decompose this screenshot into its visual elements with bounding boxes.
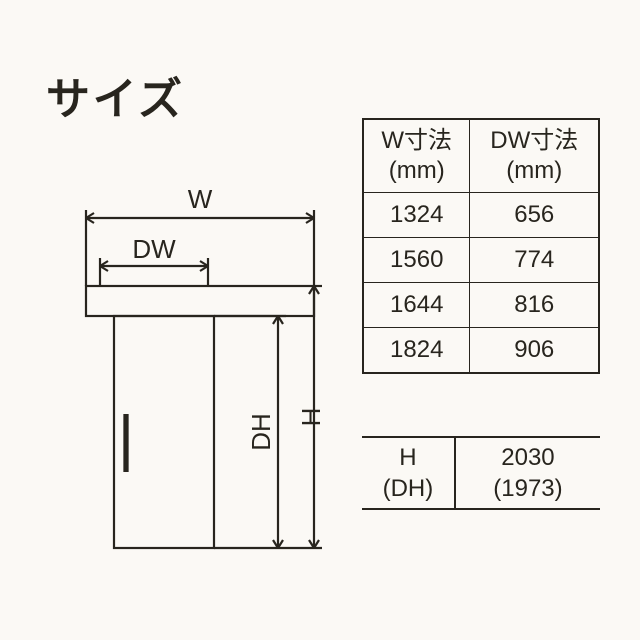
- cell-dw: 774: [470, 238, 599, 283]
- cell-h-label: H (DH): [362, 437, 455, 509]
- page-title: サイズ: [46, 63, 185, 127]
- table-header-row: W寸法 (mm) DW寸法 (mm): [363, 119, 599, 193]
- dimension-diagram-svg: W DW H DH: [70, 170, 330, 570]
- dimension-diagram: W DW H DH: [70, 170, 330, 570]
- height-table: H (DH) 2030 (1973): [362, 436, 600, 510]
- cell-h-line2: (DH): [383, 475, 434, 502]
- svg-text:W: W: [188, 184, 213, 214]
- table-row: H (DH) 2030 (1973): [362, 437, 600, 509]
- cell-w: 1560: [363, 238, 470, 283]
- cell-dw: 656: [470, 193, 599, 238]
- cell-h-line1: H: [399, 444, 416, 471]
- col-header-w-line2: (mm): [389, 157, 445, 184]
- cell-w: 1824: [363, 328, 470, 374]
- col-header-dw-line2: (mm): [506, 157, 562, 184]
- table-row: 1560 774: [363, 238, 599, 283]
- size-table-body: 1324 656 1560 774 1644 816 1824 906: [363, 193, 599, 374]
- cell-h-val2: (1973): [493, 475, 562, 502]
- size-table: W寸法 (mm) DW寸法 (mm) 1324 656 1560 774 164…: [362, 118, 600, 374]
- table-row: 1824 906: [363, 328, 599, 374]
- svg-text:H: H: [296, 408, 326, 427]
- col-header-dw: DW寸法 (mm): [470, 119, 599, 193]
- cell-w: 1324: [363, 193, 470, 238]
- svg-text:DW: DW: [132, 234, 176, 264]
- table-row: 1644 816: [363, 283, 599, 328]
- col-header-dw-line1: DW寸法: [490, 127, 578, 154]
- table-row: 1324 656: [363, 193, 599, 238]
- col-header-w-line1: W寸法: [381, 127, 452, 154]
- svg-text:DH: DH: [246, 413, 276, 451]
- cell-h-val1: 2030: [501, 444, 554, 471]
- cell-h-value: 2030 (1973): [455, 437, 600, 509]
- col-header-w: W寸法 (mm): [363, 119, 470, 193]
- cell-dw: 816: [470, 283, 599, 328]
- cell-w: 1644: [363, 283, 470, 328]
- cell-dw: 906: [470, 328, 599, 374]
